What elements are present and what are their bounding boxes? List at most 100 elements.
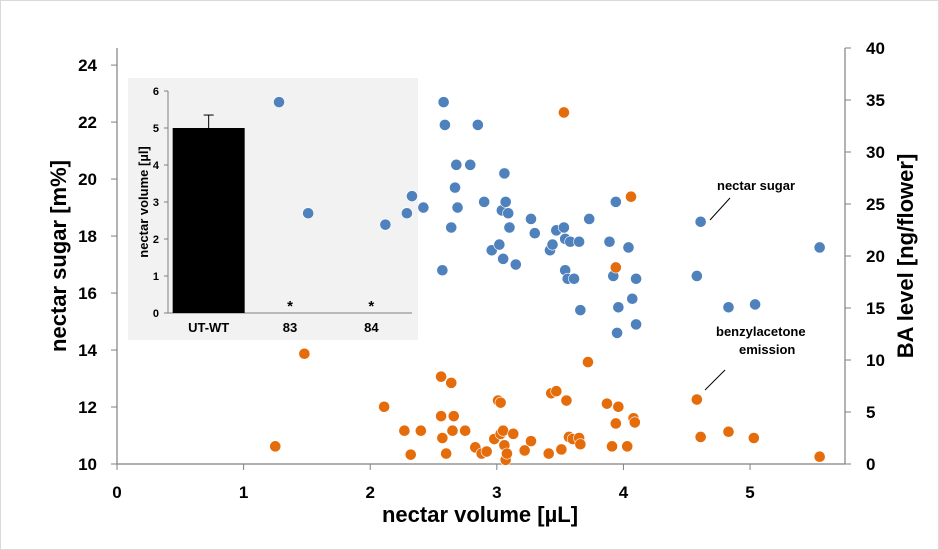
benzylacetone-point: [525, 435, 537, 448]
benzylacetone-point: [612, 400, 625, 413]
benzylacetone-point: [435, 410, 448, 423]
y-tick-label: 22: [78, 113, 97, 132]
benzylacetone-point: [621, 440, 634, 453]
benzylacetone-point: [459, 424, 472, 437]
nectar-sugar-point: [499, 195, 512, 208]
nectar-sugar-point: [568, 272, 580, 285]
benzylacetone-point: [445, 376, 458, 389]
benzylacetone-point: [606, 440, 618, 453]
nectar-sugar-point: [609, 195, 622, 208]
benzylacetone-point: [558, 106, 570, 119]
annotations: nectar sugar benzylacetone emission: [704, 178, 806, 391]
nectar-sugar-point: [451, 201, 464, 214]
inset-y-tick-label: 4: [153, 160, 160, 172]
benzylacetone-point: [378, 400, 391, 413]
y-tick-label: 12: [78, 398, 97, 417]
nectar-sugar-point: [471, 119, 484, 131]
nectar-sugar-point: [464, 158, 477, 171]
benzylacetone-point: [560, 394, 573, 407]
x-tick-label: 3: [492, 483, 501, 502]
nectar-sugar-point: [612, 301, 625, 314]
inset-category-label: UT-WT: [188, 320, 229, 335]
benzylacetone-annotation: benzylacetone emission: [716, 324, 806, 357]
benzylacetone-point: [628, 416, 641, 429]
benzylacetone-point: [398, 424, 411, 437]
y-axis-title: nectar sugar [m%]: [46, 160, 71, 352]
benzylacetone-point: [694, 431, 707, 443]
benzylacetone-point: [497, 424, 510, 437]
inset-y-tick-label: 1: [153, 271, 159, 283]
nectar-sugar-point: [445, 221, 458, 234]
benzylacetone-annotation-line: emission: [739, 342, 795, 357]
inset-y-axis-title: nectar volume [µl]: [136, 146, 151, 258]
benzylacetone-point: [446, 424, 459, 437]
main-axes: 0 1 2 3 4 510121416182022240510152025303540ne…: [46, 39, 918, 527]
inset-significance-mark: *: [368, 298, 374, 315]
y-tick-label: 20: [78, 170, 97, 189]
nectar-sugar-leader: [709, 197, 731, 221]
benzylacetone-point: [601, 397, 613, 410]
benzylacetone-point: [747, 432, 760, 444]
y-tick-label: 18: [78, 227, 97, 246]
benzylacetone-annotation-line: benzylacetone: [716, 324, 806, 339]
benzylacetone-point: [518, 444, 531, 457]
nectar-sugar-point: [406, 190, 418, 203]
x-tick-label: 2: [365, 483, 374, 502]
y-tick-label: 10: [78, 455, 97, 474]
benzylacetone-point: [690, 393, 703, 406]
benzylacetone-point: [813, 450, 826, 463]
nectar-sugar-point: [611, 327, 623, 339]
y2-tick-label: 35: [866, 91, 885, 110]
inset-y-tick-label: 6: [153, 86, 159, 98]
nectar-sugar-point: [273, 96, 285, 109]
inset-category-label: 84: [364, 320, 379, 335]
nectar-sugar-point: [722, 301, 735, 314]
x-tick-label: 0: [112, 483, 121, 502]
benzylacetone-point: [507, 427, 520, 440]
nectar-sugar-point: [574, 304, 587, 317]
nectar-sugar-point: [436, 264, 449, 277]
nectar-sugar-point: [478, 195, 491, 208]
inset-category-label: 83: [283, 320, 297, 335]
nectar-sugar-point: [603, 235, 616, 248]
inset-y-tick-label: 2: [153, 234, 159, 246]
benzylacetone-point: [625, 190, 637, 203]
nectar-sugar-point: [302, 207, 315, 220]
nectar-sugar-point: [439, 119, 451, 131]
nectar-sugar-point: [509, 258, 522, 271]
nectar-sugar-point: [558, 221, 570, 234]
y-tick-label: 24: [78, 56, 97, 75]
nectar-sugar-point: [583, 213, 596, 225]
x-tick-label: 5: [745, 483, 754, 502]
x-tick-label: 4: [619, 483, 629, 502]
nectar-sugar-point: [573, 235, 586, 248]
y-tick-label: 16: [78, 284, 97, 303]
benzylacetone-point: [609, 417, 622, 430]
nectar-sugar-point: [417, 201, 430, 214]
y2-tick-label: 25: [866, 195, 885, 214]
nectar-sugar-point: [503, 221, 516, 234]
benzylacetone-point: [436, 432, 449, 444]
y-tick-label: 14: [78, 341, 97, 360]
inset-y-tick-label: 3: [153, 197, 159, 209]
benzylacetone-point: [414, 424, 427, 437]
benzylacetone-point: [722, 425, 735, 438]
nectar-sugar-point: [498, 167, 511, 180]
inset-bar-chart: 0 1 2 3 4 5 6 nectar volume [µl] UT-WT * 83 * 84: [128, 78, 418, 340]
nectar-sugar-point: [449, 181, 461, 194]
benzylacetone-point: [501, 447, 513, 460]
benzylacetone-point: [609, 261, 622, 274]
nectar-sugar-point: [502, 207, 515, 220]
benzylacetone-point: [555, 443, 568, 456]
nectar-sugar-point: [813, 241, 826, 254]
benzylacetone-point: [404, 448, 417, 461]
nectar-sugar-point: [525, 213, 537, 225]
nectar-sugar-point: [749, 298, 761, 311]
benzylacetone-point: [447, 410, 460, 423]
nectar-sugar-point: [528, 227, 541, 240]
benzylacetone-point: [435, 370, 448, 383]
nectar-sugar-point: [401, 207, 413, 220]
y2-tick-label: 10: [866, 351, 885, 370]
y2-tick-label: 15: [866, 299, 885, 318]
